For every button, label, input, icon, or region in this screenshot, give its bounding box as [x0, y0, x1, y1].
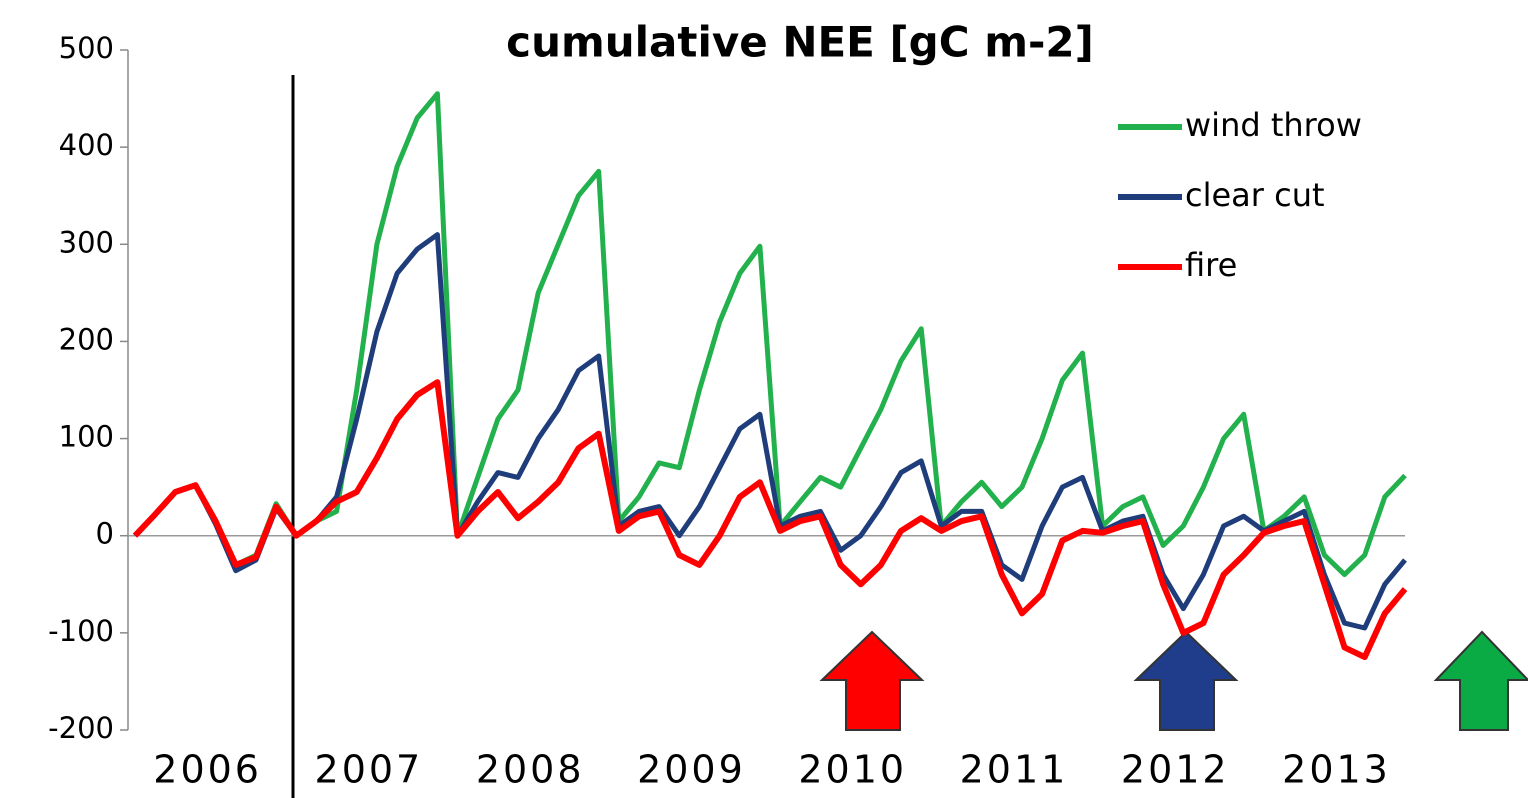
x-tick-label: 2013 [1282, 748, 1391, 792]
x-tick-label: 2011 [960, 748, 1069, 792]
x-tick-label: 2010 [798, 748, 907, 792]
green-arrow [1433, 630, 1528, 731]
blue-arrow [1133, 630, 1239, 731]
x-tick-label: 2009 [637, 748, 746, 792]
series-line [132, 379, 1408, 661]
y-tick-label: -200 [48, 711, 114, 745]
y-tick-label: -100 [48, 614, 114, 648]
y-tick-label: 500 [59, 31, 114, 65]
y-tick-label: 300 [59, 225, 114, 259]
series-line [133, 232, 1407, 631]
legend-label: fire [1185, 246, 1237, 284]
y-tick-label: 400 [59, 128, 114, 162]
chart-title: cumulative NEE [gC m-2] [506, 18, 1094, 67]
x-tick-label: 2008 [476, 748, 585, 792]
x-tick-label: 2007 [315, 748, 424, 792]
y-tick-label: 100 [59, 420, 114, 454]
legend-label: wind throw [1185, 106, 1362, 144]
y-tick-label: 0 [96, 517, 114, 551]
y-tick-label: 200 [59, 322, 114, 356]
legend-label: clear cut [1185, 176, 1325, 214]
red-arrow [819, 630, 925, 731]
x-tick-label: 2012 [1121, 748, 1230, 792]
x-tick-label: 2006 [153, 748, 262, 792]
